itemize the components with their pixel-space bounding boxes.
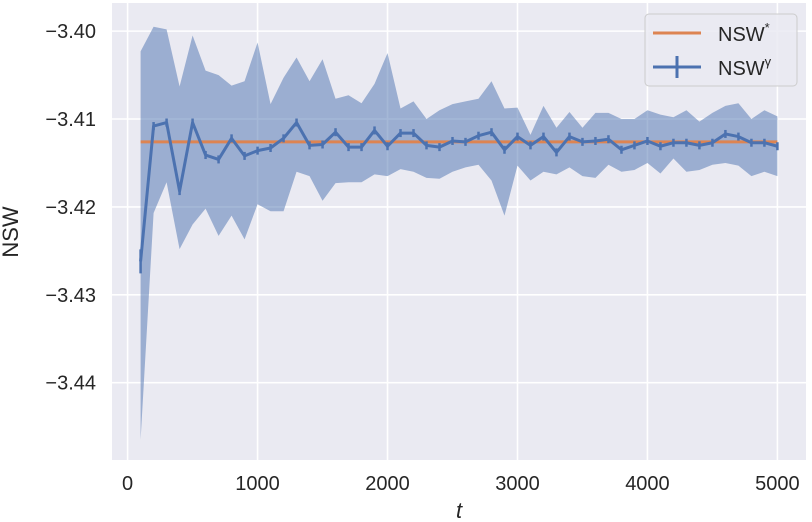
x-axis-ticks: 0 1000 2000 3000 4000 5000 <box>122 473 800 495</box>
x-tick-label: 2000 <box>365 473 410 495</box>
y-tick-label: −3.43 <box>45 285 96 307</box>
mean-line-nsw-gamma <box>139 118 779 274</box>
x-axis-label: t <box>456 498 463 522</box>
legend: NSW* NSWγ <box>644 13 798 87</box>
y-tick-label: −3.42 <box>45 197 96 219</box>
y-tick-label: −3.41 <box>45 109 96 131</box>
x-tick-label: 3000 <box>495 473 540 495</box>
y-axis-label: NSW <box>0 206 23 258</box>
x-tick-label: 4000 <box>625 473 670 495</box>
legend-label-nsw-gamma: NSWγ <box>718 54 772 80</box>
x-tick-label: 5000 <box>755 473 800 495</box>
y-tick-label: −3.44 <box>45 373 96 395</box>
x-tick-label: 0 <box>122 473 133 495</box>
x-tick-label: 1000 <box>235 473 280 495</box>
mean-line <box>139 121 778 262</box>
legend-label-nsw-star: NSW* <box>718 20 770 46</box>
y-tick-label: −3.40 <box>45 21 96 43</box>
y-axis-ticks: −3.40 −3.41 −3.42 −3.43 −3.44 <box>45 21 96 395</box>
